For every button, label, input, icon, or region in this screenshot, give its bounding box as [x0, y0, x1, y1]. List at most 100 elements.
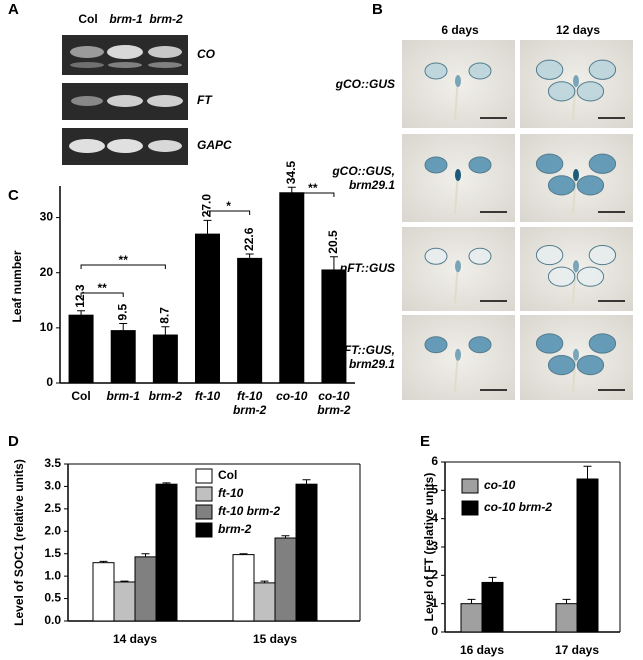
- x-tick-label: brm-1: [106, 389, 140, 403]
- error-bar: [467, 598, 476, 604]
- hypocotyl: [455, 74, 461, 87]
- bar: [195, 233, 220, 384]
- y-tick-label: 0: [431, 624, 438, 638]
- bar: [555, 603, 578, 633]
- x-tick-label: 16 days: [459, 643, 505, 657]
- legend-label: Col: [218, 468, 237, 482]
- y-axis-label: Level of SOC1 (relative units): [12, 459, 26, 626]
- leaf: [547, 81, 576, 102]
- x-tick-label: ft-10 brm-2: [232, 389, 267, 417]
- error-bar: [260, 580, 269, 583]
- x-tick-label: 15 days: [252, 632, 298, 646]
- legend-swatch: [461, 478, 479, 494]
- hypocotyl: [573, 260, 579, 273]
- row-label: gCO::GUS: [335, 77, 395, 91]
- value-label: 12.3: [73, 284, 87, 308]
- error-bar: [329, 256, 338, 270]
- error-bar: [287, 186, 296, 193]
- x-tick-label: co-10 brm-2: [317, 389, 351, 417]
- significance-bracket: [80, 264, 166, 269]
- leaf: [424, 336, 448, 354]
- leaf: [535, 59, 564, 80]
- lane-label: brm-2: [149, 12, 183, 26]
- value-label: 9.5: [115, 303, 129, 320]
- bar: [279, 192, 305, 384]
- column-label: 6 days: [441, 23, 479, 37]
- row-label: pFT::GUS: [339, 261, 395, 275]
- value-label: 20.5: [326, 230, 340, 254]
- bar: [92, 562, 115, 622]
- value-label: 34.5: [284, 161, 298, 185]
- y-tick-label: 6: [431, 454, 438, 468]
- significance-label: **: [119, 253, 129, 267]
- significance-label: **: [308, 181, 318, 195]
- value-label: 22.6: [242, 227, 256, 251]
- bar: [253, 582, 276, 622]
- x-tick-label: ft-10: [194, 389, 221, 403]
- leaf: [535, 153, 564, 174]
- error-bar: [162, 482, 171, 485]
- panel-label: C: [8, 187, 19, 204]
- legend-swatch: [461, 500, 479, 516]
- panel-label: B: [372, 1, 383, 18]
- legend-label: ft-10: [218, 486, 244, 500]
- leaf: [424, 247, 448, 265]
- y-tick-label: 4: [431, 511, 438, 525]
- x-tick-label: co-10: [276, 389, 308, 403]
- leaf: [576, 81, 605, 102]
- bar: [155, 483, 178, 622]
- error-bar: [245, 253, 254, 259]
- leaf: [468, 62, 492, 80]
- leaf: [576, 175, 605, 196]
- leaf: [468, 336, 492, 354]
- legend-swatch: [195, 468, 213, 484]
- leaf: [588, 333, 617, 354]
- bar: [232, 554, 255, 622]
- leaf: [547, 175, 576, 196]
- significance-label: **: [97, 281, 107, 295]
- x-tick-label: 14 days: [112, 632, 158, 646]
- bar: [460, 603, 483, 633]
- legend-label: co-10: [484, 478, 516, 492]
- legend-label: co-10 brm-2: [484, 500, 552, 514]
- y-tick-label: 10: [40, 320, 54, 334]
- error-bar: [488, 576, 497, 583]
- bar: [274, 537, 297, 622]
- error-bar: [161, 326, 170, 336]
- bar: [481, 581, 504, 633]
- leaf: [468, 156, 492, 174]
- error-bar: [119, 322, 128, 331]
- gene-label: GAPC: [197, 138, 232, 152]
- y-tick-label: 2.0: [44, 523, 61, 537]
- lane-label: Col: [78, 12, 97, 26]
- gene-label: CO: [197, 47, 216, 61]
- bar: [576, 478, 599, 633]
- y-tick-label: 1.5: [44, 546, 61, 560]
- seedling-photos: [402, 40, 633, 400]
- error-bar: [99, 560, 108, 563]
- bar: [113, 581, 136, 622]
- error-bar: [203, 219, 212, 235]
- leaf: [588, 59, 617, 80]
- hypocotyl: [573, 74, 579, 87]
- lane-label: brm-1: [109, 12, 143, 26]
- leaf: [535, 244, 564, 266]
- y-tick-label: 1.0: [44, 568, 61, 582]
- x-tick-label: brm-2: [148, 389, 183, 403]
- error-bar: [562, 598, 571, 604]
- leaf: [547, 266, 576, 287]
- y-tick-label: 2.5: [44, 501, 61, 515]
- y-tick-label: 5: [431, 483, 438, 497]
- y-tick-label: 3.5: [44, 456, 61, 470]
- row-label: pFT::GUS, brm29.1: [336, 343, 395, 371]
- gel-blots: [62, 35, 188, 165]
- leaf: [547, 355, 576, 376]
- panel-label: E: [420, 433, 430, 450]
- value-label: 27.0: [200, 194, 214, 218]
- leaf: [576, 266, 605, 287]
- error-bar: [583, 465, 592, 479]
- bar: [295, 483, 318, 622]
- gene-label: FT: [197, 93, 213, 107]
- y-tick-label: 0: [46, 375, 53, 389]
- y-tick-label: 1: [431, 596, 438, 610]
